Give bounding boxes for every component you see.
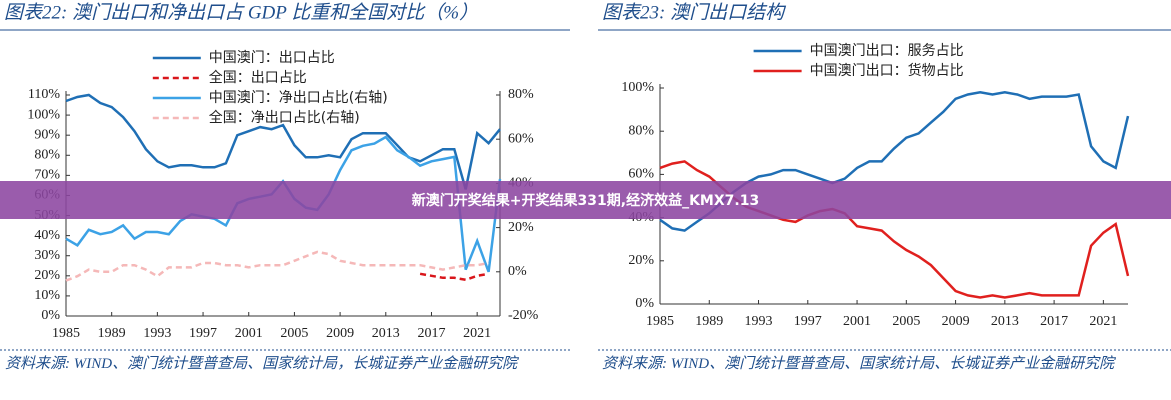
y-tick-label: 90% xyxy=(34,127,60,142)
y-tick-label: 100% xyxy=(621,80,654,95)
x-tick-label: 1993 xyxy=(143,326,171,341)
x-tick-label: 1989 xyxy=(98,326,126,341)
x-tick-label: 2021 xyxy=(463,326,491,341)
y-tick-label: 70% xyxy=(34,168,60,183)
y-tick-label: 0% xyxy=(635,296,654,311)
y-tick-label: 100% xyxy=(27,107,60,122)
y-tick-label: 20% xyxy=(628,253,654,268)
y-tick-label: 110% xyxy=(28,87,60,102)
y2-tick-label: 80% xyxy=(508,87,534,102)
x-tick-label: 1985 xyxy=(52,326,80,341)
x-tick-label: 2017 xyxy=(1040,314,1068,329)
series-line xyxy=(65,250,489,282)
legend-label: 全国：出口占比 xyxy=(209,69,307,86)
x-tick-label: 2001 xyxy=(235,326,263,341)
y-tick-label: 80% xyxy=(34,147,60,162)
source-note: 资料来源: WIND、澳门统计暨普查局、国家统计局，长城证券产业金融研究院 xyxy=(5,356,518,372)
legend-label: 全国：净出口占比(右轴) xyxy=(209,109,360,126)
x-tick-label: 2021 xyxy=(1089,314,1117,329)
y-tick-label: 0% xyxy=(41,308,60,323)
x-tick-label: 1997 xyxy=(189,326,217,341)
x-tick-label: 1985 xyxy=(646,314,674,329)
legend-label: 中国澳门出口：服务占比 xyxy=(810,43,964,59)
x-tick-label: 1993 xyxy=(745,314,773,329)
y2-tick-label: 0% xyxy=(508,264,527,279)
x-tick-label: 2005 xyxy=(280,326,308,341)
y-tick-label: 30% xyxy=(34,248,60,263)
chart-title: 图表22: 澳门出口和净出口占 GDP 比重和全国对比（%） xyxy=(4,1,478,23)
legend-label: 中国澳门：净出口占比(右轴) xyxy=(209,90,388,106)
y-tick-label: 60% xyxy=(628,167,654,182)
x-tick-label: 2009 xyxy=(326,326,354,341)
series-line xyxy=(419,272,489,282)
y2-tick-label: -20% xyxy=(508,308,539,323)
y2-tick-label: 20% xyxy=(508,220,534,235)
x-tick-label: 2009 xyxy=(942,314,970,329)
x-tick-label: 2005 xyxy=(892,314,920,329)
y-tick-label: 80% xyxy=(628,123,654,138)
x-tick-label: 2013 xyxy=(372,326,400,341)
x-tick-label: 1989 xyxy=(695,314,723,329)
series-line xyxy=(65,93,501,190)
y2-tick-label: 60% xyxy=(508,131,534,146)
y-tick-label: 40% xyxy=(34,228,60,243)
banner: 新澳门开奖结果+开奖结果331期,经济效益_KMX7.13 xyxy=(0,181,1171,219)
legend-label: 中国澳门：出口占比 xyxy=(209,50,335,66)
legend-label: 中国澳门出口：货物占比 xyxy=(810,62,964,79)
x-tick-label: 2001 xyxy=(843,314,871,329)
x-tick-label: 2017 xyxy=(417,326,445,341)
y-tick-label: 10% xyxy=(34,288,60,303)
y-tick-label: 20% xyxy=(34,268,60,283)
x-tick-label: 1997 xyxy=(794,314,822,329)
chart-title: 图表23: 澳门出口结构 xyxy=(602,2,787,23)
source-note: 资料来源: WIND、澳门统计暨普查局、国家统计局、长城证券产业金融研究院 xyxy=(602,356,1115,372)
x-tick-label: 2013 xyxy=(991,314,1019,329)
